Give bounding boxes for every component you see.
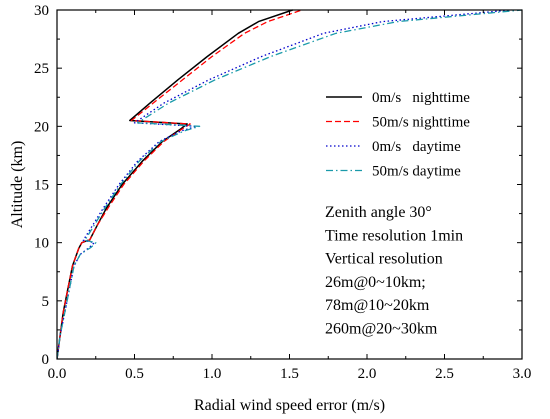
y-tick-label: 25	[34, 61, 49, 77]
series-line-0	[57, 9, 293, 360]
legend-label: 50m/s daytime	[372, 164, 461, 180]
x-tick-label: 0.5	[125, 366, 144, 382]
annotation-line: 260m@20~30km	[325, 321, 438, 338]
series-line-2	[57, 9, 512, 360]
annotation-line: Time resolution 1min	[325, 227, 463, 244]
y-tick-label: 5	[42, 294, 50, 310]
x-tick-label: 1.0	[203, 366, 222, 382]
x-tick-label: 2.5	[435, 366, 454, 382]
series-line-3	[57, 9, 523, 360]
y-tick-label: 20	[34, 119, 49, 135]
x-axis-label: Radial wind speed error (m/s)	[194, 397, 385, 414]
annotation-line: Zenith angle 30°	[325, 204, 432, 221]
x-tick-label: 3.0	[513, 366, 532, 382]
annotation-line: 78m@10~20km	[325, 297, 430, 314]
plot-frame	[56, 9, 523, 360]
y-tick-label: 30	[34, 3, 49, 19]
y-tick-label: 10	[34, 236, 49, 252]
legend-label: 0m/s nighttime	[372, 90, 470, 106]
x-tick-label: 2.0	[358, 366, 377, 382]
legend: 0m/s nighttime 50m/s nighttime 0m/s daytim…	[326, 90, 470, 180]
y-axis-label: Altitude (km)	[9, 141, 26, 229]
legend-label: 0m/s daytime	[372, 139, 461, 155]
legend-label: 50m/s nighttime	[372, 115, 470, 131]
x-tick-label: 1.5	[280, 366, 299, 382]
y-tick-label: 0	[42, 352, 50, 368]
y-tick-label: 15	[34, 178, 49, 194]
x-tick-label: 0.0	[48, 366, 67, 382]
series-line-1	[57, 9, 303, 360]
annotation-line: 26m@0~10km;	[325, 274, 426, 291]
annotation-block: Zenith angle 30° Time resolution 1min Vert…	[325, 204, 463, 338]
annotation-line: Vertical resolution	[325, 251, 443, 268]
